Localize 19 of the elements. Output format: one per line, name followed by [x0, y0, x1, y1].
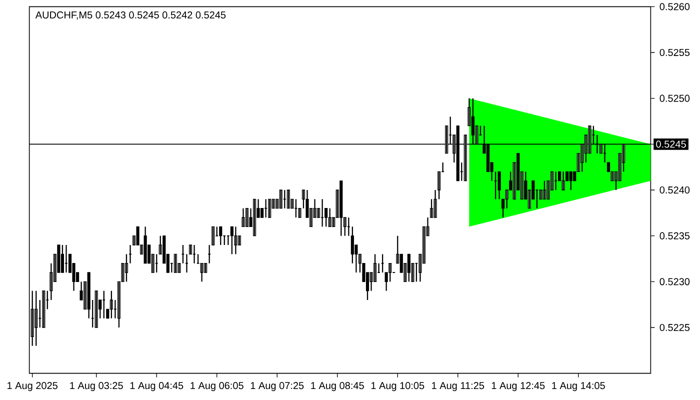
- x-tick-label: 1 Aug 14:05: [552, 382, 605, 392]
- x-tick-label: 1 Aug 06:05: [190, 382, 244, 392]
- x-tick-label: 1 Aug 12:45: [492, 382, 545, 392]
- chart-title: AUDCHF,M5 0.5243 0.5245 0.5242 0.5245: [35, 11, 226, 20]
- x-tick-label: 1 Aug 2025: [8, 382, 58, 392]
- y-tick-label: 0.5240: [660, 186, 690, 194]
- y-tick-label: 0.5235: [660, 232, 690, 240]
- y-tick-label: 0.5250: [660, 94, 690, 102]
- y-tick-label: 0.5225: [660, 324, 690, 332]
- ref-line-label: 0.5245: [656, 140, 686, 148]
- x-tick-label: 1 Aug 07:25: [250, 382, 304, 392]
- y-tick-label: 0.5230: [660, 278, 690, 286]
- y-tick-label: 0.5255: [660, 48, 690, 56]
- y-tick-label: 0.5260: [660, 3, 690, 10]
- x-tick-label: 1 Aug 11:25: [432, 382, 484, 392]
- x-tick-label: 1 Aug 04:45: [130, 382, 184, 392]
- x-tick-label: 1 Aug 08:45: [311, 382, 364, 392]
- x-tick-label: 1 Aug 03:25: [70, 382, 123, 392]
- x-tick-label: 1 Aug 10:05: [371, 382, 424, 392]
